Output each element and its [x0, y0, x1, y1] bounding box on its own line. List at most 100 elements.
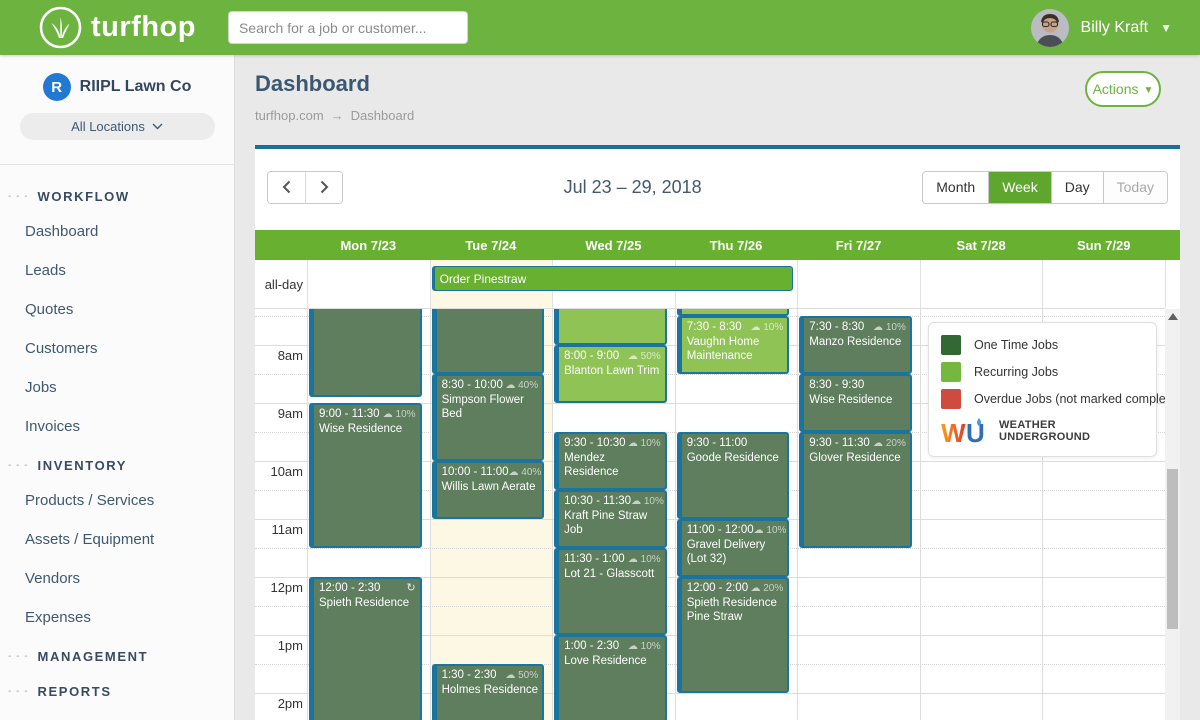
calendar-event[interactable]: 8:00 - 9:00 ☁ 50% Blanton Lawn Trim: [554, 345, 667, 404]
weather-forecast-badge: ☁ 20%: [873, 438, 906, 450]
event-title: Gravel Delivery (Lot 32): [686, 539, 766, 566]
event-header: 9:30 - 11:00: [687, 436, 784, 451]
prev-week-button[interactable]: [268, 171, 305, 203]
breadcrumb-current: Dashboard: [350, 108, 415, 123]
sidebar-item-vendors[interactable]: Vendors: [25, 570, 81, 587]
event-header: 12:00 - 2:30 ↻: [319, 581, 416, 596]
column-divider: [1042, 260, 1044, 308]
chevron-left-icon: [282, 180, 291, 194]
sidebar-nav: - - - WORKFLOW Dashboard Leads Quotes Custome…: [0, 165, 234, 707]
column-gridline: [1042, 309, 1044, 720]
calendar-event[interactable]: 11:00 - 12:00 ☁ 10% Gravel Delivery (Lot 3…: [676, 519, 790, 578]
column-gridline: [919, 309, 921, 720]
sidebar-item-assets-equipment[interactable]: Assets / Equipment: [25, 531, 155, 548]
weather-forecast-badge: ☁ 10%: [753, 525, 787, 537]
view-switcher: Month Week Day Today: [922, 170, 1168, 204]
calendar-event[interactable]: 10:00 - 11:00 ☁ 40% Willis Lawn Aerate: [431, 461, 545, 520]
weather-forecast-badge: ☁ 40%: [505, 380, 539, 392]
sidebar-item-dashboard[interactable]: Dashboard: [25, 223, 99, 240]
weather-forecast-badge: ☁ 10%: [627, 641, 661, 653]
calendar-event[interactable]: 1:00 - 2:30 ☁ 10% Love Residence: [554, 635, 667, 720]
sidebar-item-customers[interactable]: Customers: [25, 340, 98, 357]
sidebar-company-block: R RIIPL Lawn Co All Locations: [0, 55, 234, 165]
calendar-event[interactable]: 8:30 - 9:30 Wise Residence: [799, 374, 912, 433]
time-grid: One Time Jobs Recurring Jobs Overdue Jobs …: [255, 309, 1165, 720]
sidebar-item-invoices[interactable]: Invoices: [25, 418, 81, 435]
event-time: 10:00 - 11:00: [441, 466, 509, 479]
column-divider: [307, 260, 308, 308]
calendar-scrollbar[interactable]: [1165, 309, 1180, 720]
time-axis-label: 12pm: [270, 580, 303, 596]
calendar-event[interactable]: [431, 309, 545, 375]
sidebar-item-jobs[interactable]: Jobs: [25, 379, 57, 396]
sidebar-item-expenses[interactable]: Expenses: [25, 609, 91, 626]
page-title: Dashboard: [255, 71, 370, 96]
event-title: Blanton Lawn Trim: [564, 365, 660, 378]
calendar-event[interactable]: 11:30 - 1:00 ☁ 10% Lot 21 - Glasscott: [554, 548, 667, 636]
avatar: [1030, 8, 1069, 47]
scrollbar-thumb[interactable]: [1167, 469, 1178, 629]
sidebar-section-header: - - - MANAGEMENT: [0, 637, 234, 672]
next-week-button[interactable]: [305, 171, 342, 203]
chevron-down-icon: [152, 123, 163, 130]
calendar-toolbar: Jul 23 – 29, 2018 Month Week Day Today: [267, 170, 1168, 204]
weather-forecast-badge: ☁ 50%: [627, 351, 661, 363]
scroll-up-arrow-icon[interactable]: [1168, 313, 1178, 320]
day-header-mon: Mon 7/23: [340, 237, 397, 253]
view-button-today[interactable]: Today: [1102, 171, 1167, 203]
event-header: 8:00 - 9:00 ☁ 50%: [564, 349, 661, 364]
time-axis-label: 8am: [277, 348, 303, 364]
calendar-event[interactable]: 1:30 - 2:30 ☁ 50% Holmes Residence: [431, 664, 545, 720]
dashes-icon: - - -: [8, 686, 29, 697]
location-filter-dropdown[interactable]: All Locations: [19, 113, 215, 140]
view-button-day[interactable]: Day: [1050, 171, 1103, 203]
day-header-fri: Fri 7/27: [835, 237, 882, 253]
sidebar-item-leads[interactable]: Leads: [25, 262, 66, 279]
weather-forecast-badge: ☁ 50%: [505, 670, 539, 682]
turfhop-logo[interactable]: turfhop: [38, 5, 196, 50]
legend-row: One Time Jobs: [941, 335, 1146, 355]
day-header-tue: Tue 7/24: [465, 237, 517, 253]
calendar-event[interactable]: [309, 309, 422, 398]
event-time: 9:30 - 11:00: [686, 437, 748, 450]
calendar-event[interactable]: 9:30 - 11:00 Goode Residence: [676, 432, 790, 520]
calendar-event[interactable]: [676, 309, 790, 317]
calendar-event[interactable]: 12:00 - 2:30 ↻ Spieth Residence: [309, 577, 422, 720]
event-title: Willis Lawn Aerate: [441, 481, 536, 494]
svg-text:U: U: [966, 418, 985, 446]
calendar-event[interactable]: 12:00 - 2:00 ☁ 20% Spieth Residence Pine S…: [676, 577, 790, 694]
event-header: 9:00 - 11:30 ☁ 10%: [319, 407, 416, 422]
breadcrumb-site[interactable]: turfhop.com: [255, 108, 324, 123]
column-divider: [919, 260, 921, 308]
view-button-month[interactable]: Month: [923, 171, 989, 203]
calendar-event[interactable]: 8:30 - 10:00 ☁ 40% Simpson Flower Bed: [431, 374, 545, 462]
sidebar-section-label: REPORTS: [37, 684, 112, 699]
legend-color-swatch: [941, 389, 961, 409]
calendar-event[interactable]: 9:30 - 10:30 ☁ 10% Mendez Residence: [554, 432, 667, 491]
all-day-event[interactable]: Order Pinestraw: [431, 266, 794, 291]
event-header: 1:30 - 2:30 ☁ 50%: [442, 668, 539, 683]
event-header: 11:30 - 1:00 ☁ 10%: [564, 552, 661, 567]
calendar-event[interactable]: 7:30 - 8:30 ☁ 10% Manzo Residence: [799, 316, 912, 375]
wu-brand-line2: UNDERGROUND: [999, 431, 1091, 443]
event-header: 8:30 - 9:30: [809, 378, 906, 393]
event-time: 10:30 - 11:30: [564, 495, 632, 508]
calendar-event[interactable]: [554, 309, 667, 346]
actions-label: Actions: [1092, 81, 1139, 97]
view-button-week[interactable]: Week: [988, 171, 1051, 203]
search-input[interactable]: [227, 11, 468, 44]
weather-underground-row: W U WEATHER UNDERGROUND: [941, 416, 1146, 446]
column-gridline: [429, 309, 431, 720]
calendar-event[interactable]: 7:30 - 8:30 ☁ 10% Vaughn Home Maintenance: [676, 316, 790, 375]
calendar-event[interactable]: 9:00 - 11:30 ☁ 10% Wise Residence: [309, 403, 422, 549]
event-title: Goode Residence: [686, 452, 779, 465]
actions-button[interactable]: Actions ▼: [1085, 71, 1161, 107]
sidebar-section-label: MANAGEMENT: [37, 649, 149, 664]
weather-forecast-badge: ☁ 10%: [750, 322, 784, 334]
calendar-event[interactable]: 9:30 - 11:30 ☁ 20% Glover Residence: [799, 432, 912, 549]
sidebar-item-quotes[interactable]: Quotes: [25, 301, 74, 318]
user-menu[interactable]: Billy Kraft ▼: [1030, 8, 1172, 47]
calendar-event[interactable]: 10:30 - 11:30 ☁ 10% Kraft Pine Straw Job: [554, 490, 667, 549]
sidebar-item-products-services[interactable]: Products / Services: [25, 492, 155, 509]
event-time: 7:30 - 8:30: [686, 321, 742, 334]
